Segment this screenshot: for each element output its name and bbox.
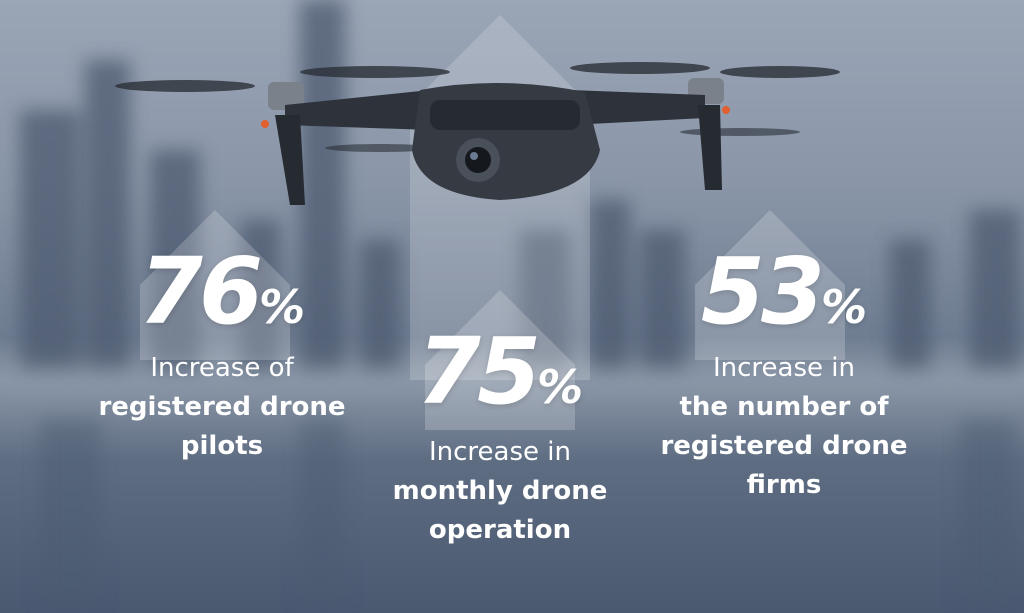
stat-monthly-operation: 75% Increase in monthly drone operation <box>392 318 608 550</box>
stat-value: 76% <box>138 238 306 345</box>
stat-label-line: monthly drone <box>392 476 608 506</box>
stat-label-line: operation <box>428 515 572 545</box>
stat-value: 75% <box>416 318 584 425</box>
stat-label-line: the number of <box>679 392 889 422</box>
stat-label-line: registered drone <box>98 392 346 422</box>
stat-label-line: Increase in <box>428 437 571 467</box>
arrow-shape-left <box>140 210 290 360</box>
arrow-shape-right <box>695 210 845 360</box>
arrow-shape-middle <box>425 290 575 430</box>
stat-label-line: Increase of <box>150 353 294 383</box>
stat-label-line: Increase in <box>712 353 855 383</box>
stat-registered-pilots: 76% Increase of registered drone pilots <box>98 238 346 466</box>
stat-registered-firms: 53% Increase in the number of registered… <box>660 238 908 505</box>
drone-image <box>115 62 840 205</box>
stat-value: 53% <box>700 238 868 345</box>
stat-label-line: registered drone <box>660 431 908 461</box>
stat-label-line: pilots <box>180 431 264 461</box>
stat-label-line: firms <box>746 470 822 500</box>
